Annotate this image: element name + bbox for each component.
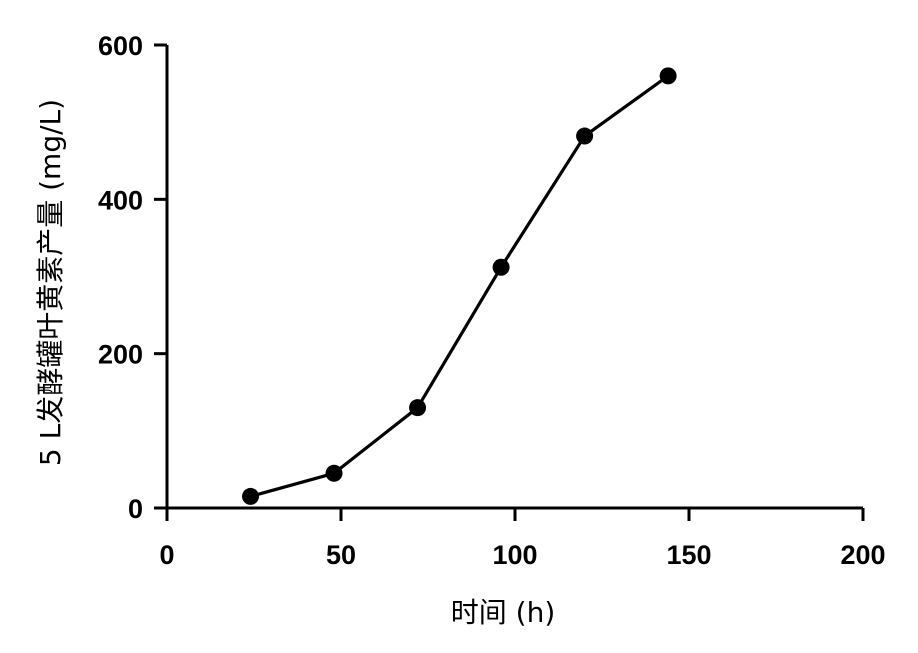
plot-area [242,67,677,505]
data-point [492,258,510,276]
x-tick-label: 50 [326,540,356,570]
y-tick-label: 400 [98,185,143,215]
x-tick-label: 150 [666,540,711,570]
data-point [576,127,594,145]
y-axis-ticks: 0 200 400 600 [98,31,167,524]
x-tick-label: 200 [840,540,885,570]
series-line [250,74,670,498]
y-tick-label: 200 [98,340,143,370]
y-axis-title: 5 L发酵罐叶黄素产量 (mg/L) [34,99,67,466]
y-tick-label: 600 [98,31,143,61]
x-axis-title: 时间 (h) [451,596,556,629]
data-point [659,67,677,85]
data-point [325,464,343,482]
x-tick-label: 100 [492,540,537,570]
x-axis-ticks: 0 50 100 150 200 [159,508,886,570]
x-tick-label: 0 [159,540,174,570]
y-tick-label: 0 [128,494,143,524]
axes [165,45,863,510]
data-point [242,487,260,505]
data-point [409,399,427,417]
